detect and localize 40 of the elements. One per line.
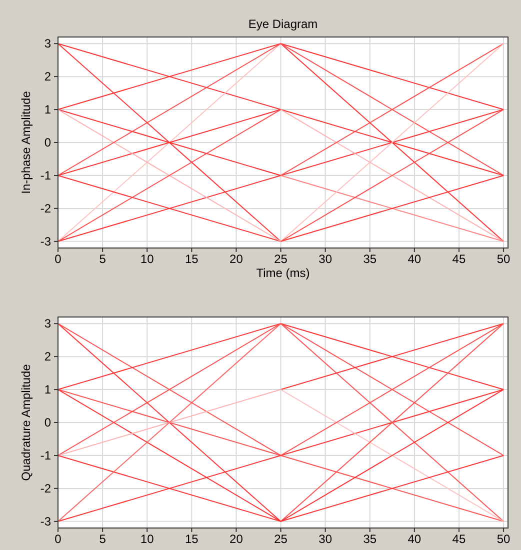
x-tick-label: 25	[274, 252, 288, 266]
x-tick-label: 20	[230, 532, 244, 546]
x-tick-label: 15	[184, 252, 199, 266]
y-tick-label: -2	[40, 481, 52, 496]
x-tick-label: 30	[318, 532, 332, 546]
y-tick-label: -3	[40, 234, 52, 248]
x-tick-label: 40	[408, 532, 422, 546]
x-tick-label: 45	[452, 252, 466, 266]
x-tick-label: 30	[318, 252, 332, 266]
x-tick-label: 5	[99, 252, 106, 266]
y-tick-label: 3	[44, 316, 52, 331]
y-tick-label: 0	[44, 416, 52, 430]
y-axis-title: In-phase Amplitude	[19, 90, 33, 194]
x-tick-label: 10	[140, 252, 154, 266]
x-tick-label: 35	[363, 252, 377, 266]
x-tick-label: 15	[184, 532, 199, 546]
x-tick-label: 0	[54, 252, 62, 266]
y-tick-label: 1	[44, 382, 52, 397]
y-tick-label: 3	[44, 36, 52, 51]
x-tick-label: 45	[452, 532, 466, 546]
x-axis-title: Time (ms)	[256, 266, 310, 280]
y-tick-label: -1	[40, 448, 52, 462]
y-tick-label: 0	[44, 136, 52, 150]
x-tick-label: 5	[99, 532, 106, 546]
x-tick-label: 20	[230, 252, 244, 266]
chart-title: Eye Diagram	[248, 17, 318, 31]
y-axis-title: Quadrature Amplitude	[19, 364, 33, 481]
x-tick-label: 0	[54, 532, 62, 546]
y-tick-label: 2	[44, 70, 52, 84]
x-tick-label: 10	[140, 532, 154, 546]
y-tick-label: -1	[40, 168, 52, 182]
y-tick-label: 2	[44, 350, 52, 364]
x-tick-label: 25	[274, 532, 288, 546]
y-tick-label: -3	[40, 514, 52, 528]
y-tick-label: -2	[40, 201, 52, 216]
x-tick-label: 40	[408, 252, 422, 266]
x-tick-label: 50	[496, 532, 511, 546]
y-tick-label: 1	[44, 102, 52, 117]
x-tick-label: 35	[363, 532, 377, 546]
x-tick-label: 50	[496, 252, 511, 266]
